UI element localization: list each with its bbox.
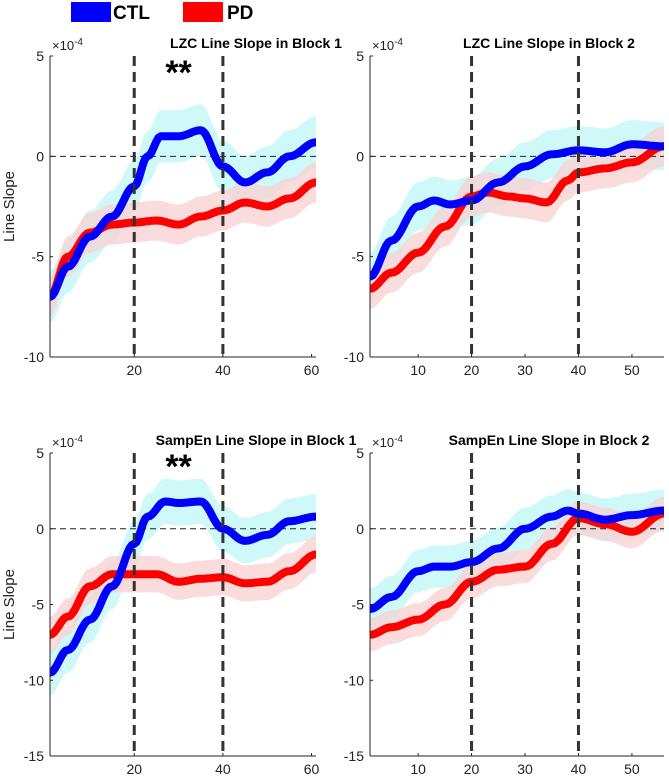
series-line-ctl [370,140,664,281]
chart-title: LZC Line Slope in Block 1 [170,35,342,51]
y-tick-label: -10 [344,672,364,688]
y-tick-label: 5 [36,445,44,461]
y-tick-label: 0 [356,521,364,537]
sem-band-ctl [50,478,316,696]
axis-exponent-label: ×10-4 [52,434,83,450]
x-tick-label: 20 [464,761,480,777]
x-tick-label: 60 [304,362,320,378]
y-tick-label: -10 [24,672,44,688]
y-tick-label: 5 [36,48,44,64]
series-line-pd [370,509,664,639]
y-axis-label: Line Slope [1,569,18,640]
chart-panel-1: 5 0 -5 -10 20 40 60 ×10-4 LZC Line Slope in Bloc… [1,35,342,378]
plot-area [370,120,664,309]
x-tick-label: 30 [517,761,533,777]
plot-area [50,104,316,323]
x-tick-label: 50 [624,362,640,378]
chart-title: SampEn Line Slope in Block 2 [449,432,650,448]
plot-area [370,489,664,652]
x-tick-label: 40 [215,761,231,777]
axis-exponent-label: ×10-4 [372,37,403,53]
significance-annotation: ** [165,54,192,92]
significance-annotation: ** [165,448,192,486]
x-tick-label: 40 [571,362,587,378]
y-tick-label: 0 [36,521,44,537]
series-line-ctl [50,497,316,677]
y-tick-label: 0 [356,148,364,164]
y-tick-label: 0 [36,148,44,164]
axis-exponent-label: ×10-4 [52,37,83,53]
x-tick-label: 20 [464,362,480,378]
series-line-ctl [370,506,664,613]
chart-title: SampEn Line Slope in Block 1 [156,432,357,448]
y-tick-label: -5 [352,249,365,265]
chart-title: LZC Line Slope in Block 2 [463,35,635,51]
x-tick-label: 20 [126,362,142,378]
y-tick-label: -5 [32,249,45,265]
y-tick-label: 5 [356,445,364,461]
y-tick-label: -10 [24,349,44,365]
series-line-ctl [50,126,316,301]
chart-panel-3: 5 0 -5 -10 -15 20 40 60 ×10-4 SampEn Line Slope i… [1,432,357,777]
legend-swatch-ctl [71,2,111,22]
legend-swatch-pd [183,2,223,22]
legend-label-pd: PD [227,3,253,24]
sem-band-ctl [50,104,316,323]
x-tick-label: 10 [410,761,426,777]
series-line-pd [370,142,664,293]
legend-label-ctl: CTL [113,3,150,24]
y-tick-label: -10 [344,349,364,365]
x-tick-label: 20 [126,761,142,777]
x-tick-label: 50 [624,761,640,777]
y-tick-label: -15 [344,748,364,764]
y-axis-label: Line Slope [1,171,18,242]
y-tick-label: -5 [32,597,45,613]
x-tick-label: 30 [517,362,533,378]
sem-band-pd [50,536,316,653]
sem-band-pd [370,496,664,652]
x-tick-label: 60 [304,761,320,777]
legend: CTL PD [71,2,253,24]
y-tick-label: -15 [24,748,44,764]
x-tick-label: 10 [410,362,426,378]
series-line-pd [50,550,316,639]
x-tick-label: 40 [215,362,231,378]
y-tick-label: 5 [356,48,364,64]
axis-exponent-label: ×10-4 [372,434,403,450]
plot-area [50,478,316,696]
y-tick-label: -5 [352,597,365,613]
x-tick-label: 40 [571,761,587,777]
